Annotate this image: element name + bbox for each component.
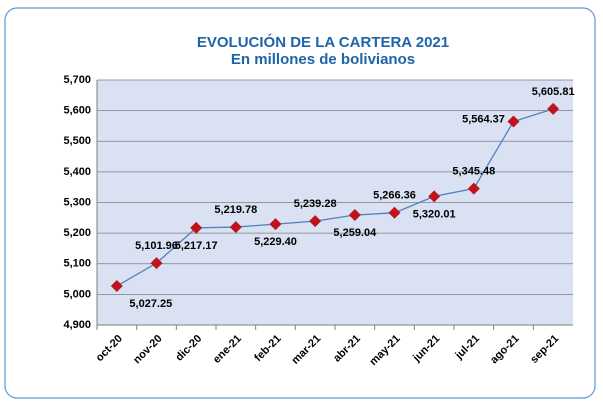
value-label: 5,219.78 [214, 204, 257, 216]
y-tick-label: 5,600 [63, 105, 91, 117]
value-label: 5,027.25 [129, 298, 172, 310]
value-label: 5,101.96 [135, 240, 178, 252]
marker [110, 280, 123, 293]
y-tick-label: 5,700 [63, 74, 91, 86]
value-label: 5,229.40 [254, 236, 297, 248]
y-tick-label: 4,900 [63, 319, 91, 331]
y-tick-label: 5,500 [63, 135, 91, 147]
chart-title: EVOLUCIÓN DE LA CARTERA 2021 [197, 33, 449, 51]
value-label: 5,320.01 [413, 208, 456, 220]
marker [467, 182, 480, 195]
marker [428, 190, 441, 203]
marker [348, 209, 361, 222]
value-label: 5,217.17 [175, 240, 218, 252]
y-tick-label: 5,100 [63, 258, 91, 270]
marker [269, 218, 282, 231]
y-tick-label: 5,200 [63, 227, 91, 239]
y-tick-label: 5,400 [63, 166, 91, 178]
marker [507, 115, 520, 128]
y-tick-label: 5,300 [63, 196, 91, 208]
marker [547, 102, 560, 115]
marker [388, 206, 401, 219]
value-label: 5,266.36 [373, 190, 416, 202]
marker [309, 215, 322, 228]
y-tick-label: 5,000 [63, 288, 91, 300]
marker [150, 257, 163, 270]
marker [190, 221, 203, 234]
value-label: 5,345.48 [452, 165, 495, 177]
value-label: 5,239.28 [294, 198, 337, 210]
marker [229, 221, 242, 234]
line [116, 108, 554, 287]
chart-subtitle: En millones de bolivianos [231, 51, 415, 68]
value-label: 5,564.37 [462, 113, 505, 125]
value-label: 5,605.81 [532, 86, 575, 98]
value-label: 5,259.04 [333, 227, 377, 239]
